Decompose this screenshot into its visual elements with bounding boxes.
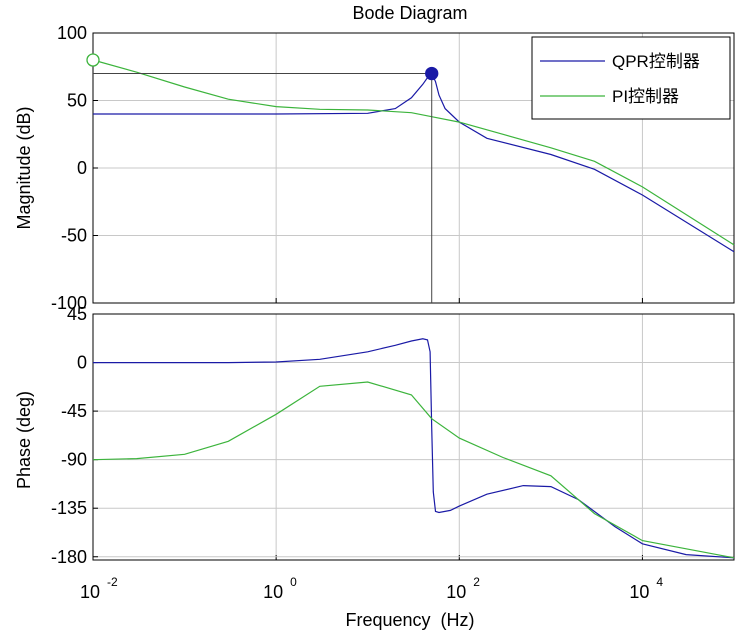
legend-box (531, 36, 731, 120)
x-tick-label-exp: 0 (290, 575, 297, 589)
phase-ytick-label: 0 (77, 353, 87, 373)
magnitude-ytick-label: 100 (57, 23, 87, 43)
x-tick-label-base: 10 (80, 582, 100, 602)
magnitude-ytick-label: 50 (67, 91, 87, 111)
x-tick-label-base: 10 (263, 582, 283, 602)
phase-ytick-label: -90 (61, 450, 87, 470)
x-tick-label-base: 10 (446, 582, 466, 602)
magnitude-ytick-label: -50 (61, 226, 87, 246)
magnitude-panel: 100 50 0 -50 -100 Magnitude (dB) (14, 23, 735, 313)
qpr-peak-marker (425, 66, 439, 81)
phase-ytick-label: 45 (67, 304, 87, 324)
x-tick-label-exp: 2 (473, 575, 480, 589)
pi-start-marker (86, 53, 100, 67)
magnitude-line-pi (92, 59, 735, 246)
magnitude-ylabel: Magnitude (dB) (14, 106, 34, 229)
x-tick-label-exp: 4 (656, 575, 663, 589)
phase-panel: 45 0 -45 -90 -135 -180 Phase (deg) (14, 304, 735, 567)
phase-plot-frame (92, 313, 735, 561)
magnitude-ytick-label: -100 (51, 293, 87, 313)
chart-title: Bode Diagram (352, 3, 467, 23)
legend: QPR控制器 PI控制器 (531, 36, 731, 120)
legend-label-pi: PI控制器 (612, 87, 679, 106)
phase-ytick-label: -45 (61, 401, 87, 421)
magnitude-ytick-label: 0 (77, 158, 87, 178)
phase-ytick-label: -135 (51, 498, 87, 518)
phase-ytick-label: -180 (51, 547, 87, 567)
phase-ylabel: Phase (deg) (14, 391, 34, 489)
phase-line-pi (92, 381, 735, 559)
x-tick-labels: 10 -2 10 0 10 2 10 4 (80, 575, 663, 602)
legend-label-qpr: QPR控制器 (612, 52, 700, 71)
phase-line-qpr (93, 338, 735, 559)
magnitude-line-qpr (93, 72, 735, 253)
x-tick-label-base: 10 (629, 582, 649, 602)
x-tick-label-exp: -2 (107, 575, 118, 589)
x-axis-label: Frequency (Hz) (345, 610, 474, 630)
magnitude-plot-frame (92, 32, 735, 304)
